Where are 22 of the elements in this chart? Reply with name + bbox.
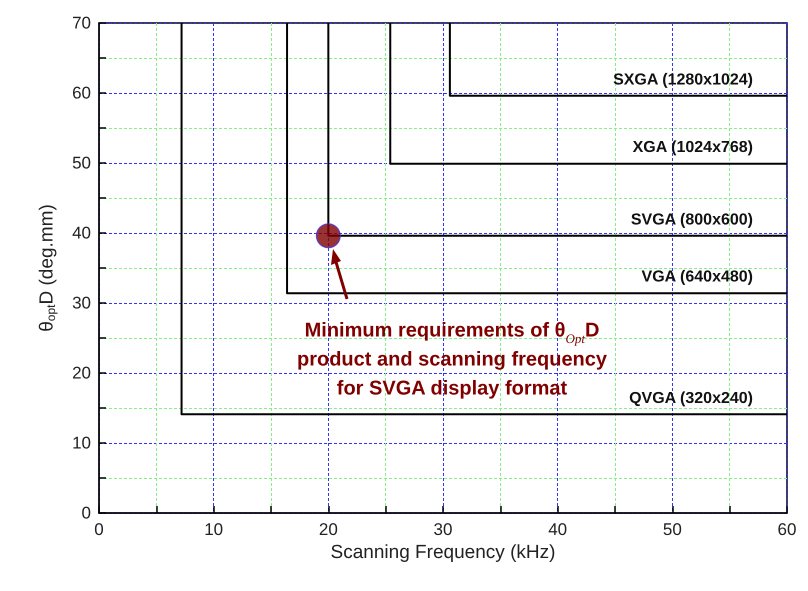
y-tick-label: 70 bbox=[72, 14, 91, 32]
x-tick-label: 20 bbox=[318, 520, 338, 539]
y-tick-label: 20 bbox=[72, 364, 91, 382]
x-tick-label: 50 bbox=[662, 520, 682, 539]
x-tick-label: 0 bbox=[94, 520, 104, 539]
series-label: QVGA (320x240) bbox=[629, 390, 753, 407]
series-label: XGA (1024x768) bbox=[632, 139, 753, 156]
y-axis-title: θoptD (deg.mm) bbox=[36, 204, 58, 332]
y-tick-label: 30 bbox=[72, 294, 91, 312]
x-tick-label: 10 bbox=[204, 520, 224, 539]
y-tick-label: 10 bbox=[72, 434, 91, 452]
y-tick-label: 0 bbox=[82, 504, 91, 522]
x-tick-label: 30 bbox=[434, 520, 452, 539]
x-tick-label: 60 bbox=[778, 520, 796, 539]
series-label: SVGA (800x600) bbox=[630, 211, 753, 228]
y-tick-label: 40 bbox=[72, 224, 91, 242]
x-axis-title: Scanning Frequency (kHz) bbox=[330, 542, 556, 563]
x-tick-label: 40 bbox=[548, 520, 568, 539]
series-label: SXGA (1280x1024) bbox=[613, 71, 753, 88]
series-label: VGA (640x480) bbox=[642, 268, 753, 286]
y-tick-label: 60 bbox=[72, 84, 91, 102]
y-tick-label: 50 bbox=[72, 154, 91, 172]
